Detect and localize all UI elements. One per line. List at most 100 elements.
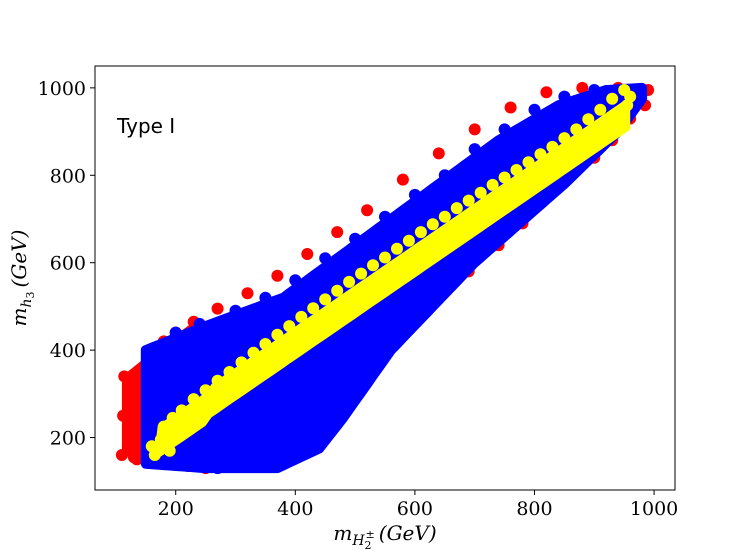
series-1-point bbox=[121, 440, 134, 453]
series-2-point bbox=[343, 361, 356, 374]
y-axis-label: mh3 (GeV) bbox=[7, 230, 37, 327]
series-1-point bbox=[468, 123, 481, 136]
series-2-point bbox=[277, 453, 290, 466]
series-2-point bbox=[247, 460, 260, 472]
series-2-point bbox=[229, 304, 242, 317]
y-axis-label-subsub: 3 bbox=[24, 291, 37, 298]
series-3-point bbox=[187, 393, 200, 406]
series-3-point bbox=[486, 178, 499, 191]
series-3-point bbox=[450, 202, 463, 215]
series-3-point bbox=[301, 331, 314, 343]
series-1-point bbox=[211, 302, 224, 315]
series-3-point bbox=[426, 218, 439, 231]
series-2-point bbox=[142, 346, 155, 359]
series-3-point bbox=[582, 113, 595, 126]
series-3-point bbox=[343, 275, 356, 288]
series-3-point bbox=[516, 182, 529, 195]
series-3-point bbox=[199, 384, 212, 397]
series-3-point bbox=[456, 216, 469, 229]
series-3-point bbox=[253, 365, 266, 378]
series-3-point bbox=[534, 148, 547, 161]
y-axis-label-unit: (GeV) bbox=[7, 230, 31, 288]
series-2-point bbox=[319, 252, 332, 265]
x-tick-label: 200 bbox=[158, 498, 194, 520]
x-axis-label-subsup: ± bbox=[366, 528, 375, 541]
series-3 bbox=[145, 84, 637, 461]
series-3-point bbox=[474, 186, 487, 199]
series-3-point bbox=[468, 217, 481, 230]
series-2-point bbox=[325, 387, 338, 400]
series-1-point bbox=[331, 226, 344, 239]
series-3-point bbox=[295, 310, 308, 323]
series-3-point bbox=[325, 313, 338, 326]
scatter-points bbox=[115, 81, 655, 475]
series-2-point bbox=[528, 103, 541, 116]
y-axis-label-sub: h bbox=[19, 298, 35, 307]
series-3-point bbox=[175, 404, 188, 417]
series-1-point bbox=[117, 409, 130, 422]
series-3-point bbox=[612, 114, 625, 127]
y-axis-label-base: m bbox=[7, 307, 31, 326]
annotation-type-label: Type I bbox=[116, 114, 175, 138]
x-axis-label-sub: H bbox=[351, 533, 365, 549]
series-3-point bbox=[438, 210, 451, 223]
series-3-point bbox=[385, 268, 397, 281]
series-3-point bbox=[504, 181, 517, 194]
series-3-point bbox=[420, 252, 433, 265]
series-1-point bbox=[396, 173, 409, 186]
series-1-point bbox=[432, 147, 445, 160]
series-3-point bbox=[516, 172, 529, 185]
y-tick-label: 800 bbox=[50, 165, 86, 187]
series-3-point bbox=[492, 190, 505, 203]
series-3-point bbox=[163, 444, 176, 457]
series-3-point bbox=[211, 374, 224, 387]
series-3-point bbox=[558, 132, 571, 145]
series-3-point bbox=[283, 320, 296, 333]
series-1-point bbox=[576, 81, 589, 94]
series-3-point bbox=[618, 84, 631, 96]
series-3-point bbox=[235, 356, 248, 369]
series-3-point bbox=[307, 302, 320, 315]
series-2-point bbox=[468, 252, 481, 265]
series-2-point bbox=[498, 226, 511, 239]
series-3-point bbox=[396, 260, 409, 273]
y-tick-label: 400 bbox=[50, 340, 86, 362]
x-tick-label: 400 bbox=[277, 498, 313, 520]
series-2-point bbox=[438, 274, 451, 287]
series-3-point bbox=[217, 387, 230, 400]
series-1-point bbox=[540, 86, 553, 99]
series-2-point bbox=[169, 326, 182, 339]
series-2-point bbox=[289, 274, 302, 287]
series-3-point bbox=[414, 226, 427, 239]
series-1-point bbox=[361, 204, 374, 217]
x-axis-label: mH2± (GeV) bbox=[333, 521, 436, 550]
series-3-point bbox=[600, 116, 613, 128]
series-3-point bbox=[313, 322, 326, 335]
series-1-point bbox=[130, 374, 143, 387]
y-tick-label: 200 bbox=[50, 428, 86, 450]
series-3-point bbox=[408, 251, 421, 264]
series-1-point bbox=[241, 287, 254, 300]
x-tick-label: 1000 bbox=[630, 498, 678, 520]
series-3-point bbox=[355, 267, 368, 280]
series-3-point bbox=[331, 284, 344, 297]
series-3-point bbox=[361, 286, 374, 299]
x-tick-label: 600 bbox=[397, 498, 433, 520]
series-2-point bbox=[175, 457, 188, 470]
series-3-point bbox=[259, 338, 272, 350]
series-3-point bbox=[480, 199, 493, 211]
series-3-point bbox=[247, 346, 260, 359]
series-3-point bbox=[277, 348, 290, 361]
series-2-point bbox=[588, 84, 601, 96]
series-2-point bbox=[522, 204, 535, 217]
series-3-point bbox=[229, 380, 242, 392]
series-2-point bbox=[558, 90, 571, 103]
series-1-point bbox=[118, 370, 131, 383]
series-1-point bbox=[129, 418, 142, 431]
series-3-point bbox=[498, 171, 511, 184]
axis-ticks: 200 400 600 800 1000 200 400 600 800 1000 bbox=[38, 78, 679, 520]
series-3-point bbox=[367, 259, 379, 272]
series-1-point bbox=[130, 453, 143, 466]
series-3-point bbox=[462, 194, 475, 207]
